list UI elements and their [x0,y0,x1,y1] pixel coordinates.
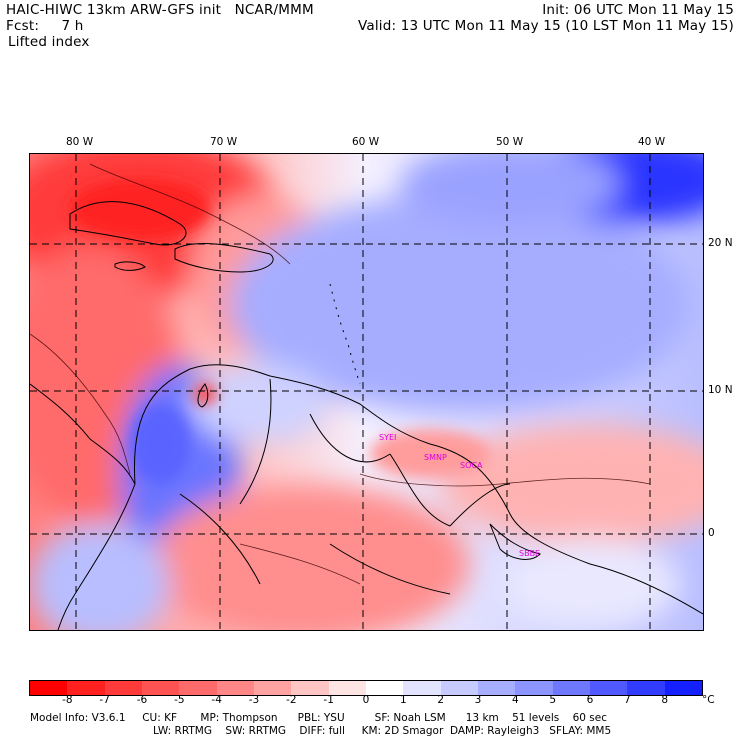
country-borders [179,378,511,595]
region-venezuela [190,364,330,444]
contour-line [89,163,291,265]
colorbar-segment [477,681,516,695]
colorbar-segment [552,681,590,695]
central-america-coast [30,383,136,485]
contour-line [30,333,131,475]
colorbar-segment [104,681,142,695]
colorbar-tick-label: -6 [136,694,148,706]
colorbar-segment [67,681,105,695]
lon-label-60w: 60 W [352,136,380,148]
station-smnp: SMNP [424,453,447,462]
region-atlantic-north [400,154,620,224]
colorbar-segment [403,681,441,695]
graticule [30,154,703,630]
valid-time: Valid: 13 UTC Mon 11 May 15 (10 LST Mon … [357,18,734,34]
region-atlantic-central [230,194,690,414]
colorbar-unit: °C [702,694,715,706]
colorbar-segment [179,681,217,695]
model-title: HAIC-HIWC 13km ARW-GFS init NCAR/MMM [6,2,314,18]
contour-line [239,543,361,585]
lon-label-80w: 80 W [66,136,94,148]
colorbar [29,680,703,696]
station-sbbe: SBBE [519,549,541,558]
lat-label-eq: 0 [708,527,715,539]
colorbar-tick-label: 0 [362,694,370,706]
station-syei: SYEI [379,433,397,442]
lake-maracaibo [197,383,209,408]
colorbar-segment [365,681,404,695]
colorbar-segment [141,681,180,695]
lon-label-70w: 70 W [210,136,238,148]
lon-label-50w: 50 W [496,136,524,148]
colorbar-tick-label: -7 [99,694,110,706]
lon-label-40w: 40 W [638,136,666,148]
contours [30,163,651,585]
region-atlantic-equatorial [440,424,703,544]
colorbar-tick-label: -3 [248,694,260,706]
colorbar-tick-label: 4 [511,694,519,706]
lifted-index-map: SYEI SMNP SOCA SBBE [29,153,704,631]
colorbar-tick-label: 1 [399,694,407,706]
pacific-coast [57,483,136,630]
region-amazon [150,484,470,630]
colorbar-segment [328,681,366,695]
lat-label-10n: 10 N [708,384,733,396]
model-info-line2: LW: RRTMG SW: RRTMG DIFF: full KM: 2D Sm… [153,725,612,737]
colorbar-segment [30,681,68,695]
colorbar-segment [253,681,292,695]
forecast-hour: Fcst: 7 h [6,18,84,34]
cuba-outline [69,201,187,246]
contour-line [359,473,651,487]
colorbar-segment [440,681,478,695]
colorbar-segment [291,681,329,695]
map-canvas [30,154,703,630]
colorbar-tick-label: -8 [62,694,73,706]
model-info-line1: Model Info: V3.6.1 CU: KF MP: Thompson P… [30,712,607,724]
colorbar-segment [515,681,553,695]
colorbar-tick-label: 2 [437,694,444,706]
colorbar-segment [589,681,628,695]
jamaica-outline [114,261,146,271]
south-america-north-coast [133,364,703,615]
colorbar-segment [664,681,702,695]
colorbar-tick-label: 5 [549,694,556,706]
station-soca: SOCA [460,461,483,470]
colorbar-segment [216,681,254,695]
colorbar-tick-label: 8 [661,694,668,706]
colorbar-tick-label: -4 [211,694,222,706]
field-name: Lifted index [8,34,90,50]
colorbar-tick-label: 3 [474,694,482,706]
init-time: Init: 06 UTC Mon 11 May 15 [542,2,734,18]
lat-label-20n: 20 N [708,237,733,249]
region-pacific-east [30,524,170,630]
colorbar-tick-label: -2 [286,694,297,706]
colorbar-tick-label: -1 [323,694,334,706]
coastlines [30,201,703,630]
lifted-index-detail [70,179,490,484]
colorbar-tick-label: 7 [623,694,631,706]
region-atlantic-south [500,539,680,629]
colorbar-segment [627,681,665,695]
colorbar-tick-label: -5 [174,694,185,706]
colorbar-tick-label: 6 [586,694,594,706]
